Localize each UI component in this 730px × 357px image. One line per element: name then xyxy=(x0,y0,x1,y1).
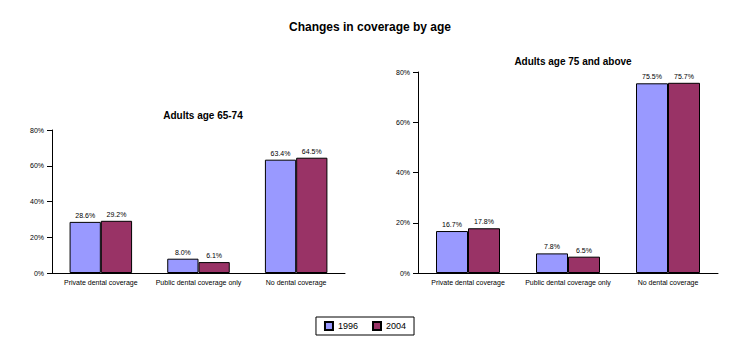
svg-text:17.8%: 17.8% xyxy=(474,218,494,225)
svg-text:0%: 0% xyxy=(400,270,410,277)
svg-text:7.8%: 7.8% xyxy=(544,243,560,250)
svg-text:16.7%: 16.7% xyxy=(442,221,462,228)
svg-text:28.6%: 28.6% xyxy=(75,212,95,219)
svg-text:6.1%: 6.1% xyxy=(206,252,222,259)
svg-text:80%: 80% xyxy=(30,127,44,134)
svg-text:No dental coverage: No dental coverage xyxy=(266,279,327,287)
svg-text:Public dental coverage only: Public dental coverage only xyxy=(525,279,611,287)
svg-text:64.5%: 64.5% xyxy=(302,148,322,155)
svg-text:20%: 20% xyxy=(396,219,410,226)
svg-text:8.0%: 8.0% xyxy=(175,249,191,256)
svg-text:6.5%: 6.5% xyxy=(576,247,592,254)
svg-text:60%: 60% xyxy=(30,162,44,169)
svg-text:Changes in coverage by age: Changes in coverage by age xyxy=(289,20,451,34)
svg-text:0%: 0% xyxy=(34,270,44,277)
svg-text:Adults age 75 and above: Adults age 75 and above xyxy=(514,56,632,67)
svg-text:29.2%: 29.2% xyxy=(107,211,127,218)
svg-text:75.5%: 75.5% xyxy=(642,73,662,80)
svg-text:Adults age 65-74: Adults age 65-74 xyxy=(163,110,243,121)
svg-text:40%: 40% xyxy=(396,169,410,176)
svg-text:2004: 2004 xyxy=(386,321,406,331)
svg-text:75.7%: 75.7% xyxy=(674,73,694,80)
svg-text:80%: 80% xyxy=(396,69,410,76)
svg-text:20%: 20% xyxy=(30,234,44,241)
svg-text:60%: 60% xyxy=(396,119,410,126)
svg-text:Public dental coverage only: Public dental coverage only xyxy=(156,279,242,287)
svg-text:40%: 40% xyxy=(30,198,44,205)
svg-text:Private dental coverage: Private dental coverage xyxy=(431,279,505,287)
svg-text:63.4%: 63.4% xyxy=(271,150,291,157)
svg-text:No dental coverage: No dental coverage xyxy=(638,279,699,287)
svg-text:Private dental coverage: Private dental coverage xyxy=(64,279,138,287)
svg-text:1996: 1996 xyxy=(338,321,358,331)
